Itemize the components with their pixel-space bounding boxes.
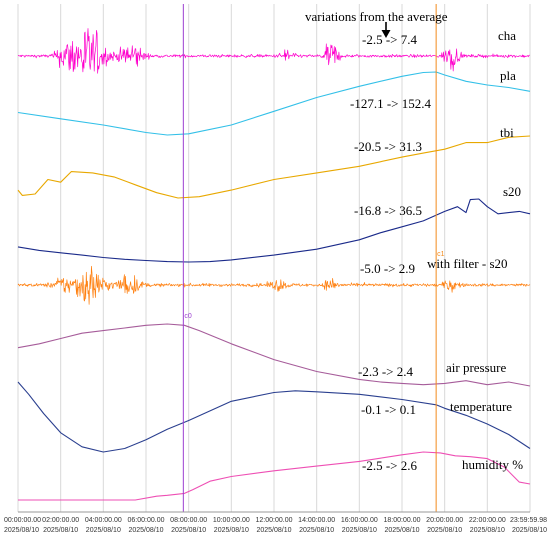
series-name-label: pla — [500, 68, 516, 83]
x-tick-date: 2025/08/10 — [128, 527, 163, 534]
x-tick-time: 08:00:00.00 — [170, 517, 207, 524]
x-tick-date: 2025/08/10 — [256, 527, 291, 534]
grid — [17, 4, 531, 512]
x-tick-date: 2025/08/10 — [470, 527, 505, 534]
x-tick-date: 2025/08/10 — [214, 527, 249, 534]
x-tick-time: 02:00:00.00 — [42, 517, 79, 524]
series-line-7 — [18, 451, 531, 501]
x-tick-time: 06:00:00.00 — [128, 517, 165, 524]
series-line-1 — [17, 71, 531, 136]
chart-title: variations from the average — [305, 9, 448, 24]
series-line-3 — [17, 198, 531, 263]
series-range-label: -16.8 -> 36.5 — [354, 203, 422, 218]
x-tick-date: 2025/08/10 — [427, 527, 462, 534]
series-line-0 — [17, 28, 531, 74]
series-line-6 — [17, 381, 531, 453]
series-labels: cha -2.5 -> 7.4 pla -127.1 -> 152.4 tbi -20.5… — [350, 28, 523, 473]
x-tick-date: 2025/08/10 — [299, 527, 334, 534]
x-axis: 00:00:00.002025/08/1002:00:00.002025/08/… — [4, 511, 547, 534]
x-tick-date: 2025/08/10 — [171, 527, 206, 534]
cursor-label-c0: c0 — [184, 313, 192, 320]
series-range-label: -2.5 -> 2.6 — [362, 458, 417, 473]
series-name-label: cha — [498, 28, 516, 43]
x-tick-time: 18:00:00.00 — [384, 517, 421, 524]
x-tick-time: 10:00:00.00 — [213, 517, 250, 524]
x-tick-time: 16:00:00.00 — [341, 517, 378, 524]
x-tick-date: 2025/08/10 — [342, 527, 377, 534]
series-layer — [17, 28, 531, 501]
cursor-label-c1: c1 — [437, 251, 445, 258]
series-range-label: -5.0 -> 2.9 — [360, 261, 415, 276]
series-name-label: s20 — [503, 184, 521, 199]
x-tick-time: 04:00:00.00 — [85, 517, 122, 524]
series-name-label: humidity % — [462, 457, 523, 472]
series-name-label: with filter - s20 — [427, 256, 508, 271]
series-line-4 — [17, 265, 531, 305]
x-tick-date: 2025/08/10 — [384, 527, 419, 534]
x-tick-time: 12:00:00.00 — [256, 517, 293, 524]
cursor-markers: c0 c1 — [182, 4, 445, 512]
series-range-label: -20.5 -> 31.3 — [354, 139, 422, 154]
series-name-label: air pressure — [446, 360, 507, 375]
x-tick-time: 20:00:00.00 — [426, 517, 463, 524]
x-tick-time: 22:00:00.00 — [469, 517, 506, 524]
x-tick-time: 23:59:59.98 — [510, 517, 547, 524]
series-name-label: tbi — [500, 125, 514, 140]
x-tick-date: 2025/08/10 — [512, 527, 547, 534]
series-name-label: temperature — [450, 399, 512, 414]
title-arrow-icon — [381, 22, 391, 38]
series-range-label: -2.5 -> 7.4 — [362, 32, 417, 47]
x-tick-time: 00:00:00.00 — [4, 517, 41, 524]
series-range-label: -127.1 -> 152.4 — [350, 96, 431, 111]
x-tick-time: 14:00:00.00 — [298, 517, 335, 524]
x-tick-date: 2025/08/10 — [43, 527, 78, 534]
series-line-2 — [17, 135, 531, 199]
x-tick-date: 2025/08/10 — [86, 527, 121, 534]
series-line-5 — [17, 323, 531, 387]
series-range-label: -0.1 -> 0.1 — [361, 402, 416, 417]
x-tick-date: 2025/08/10 — [4, 527, 39, 534]
series-range-label: -2.3 -> 2.4 — [358, 364, 413, 379]
